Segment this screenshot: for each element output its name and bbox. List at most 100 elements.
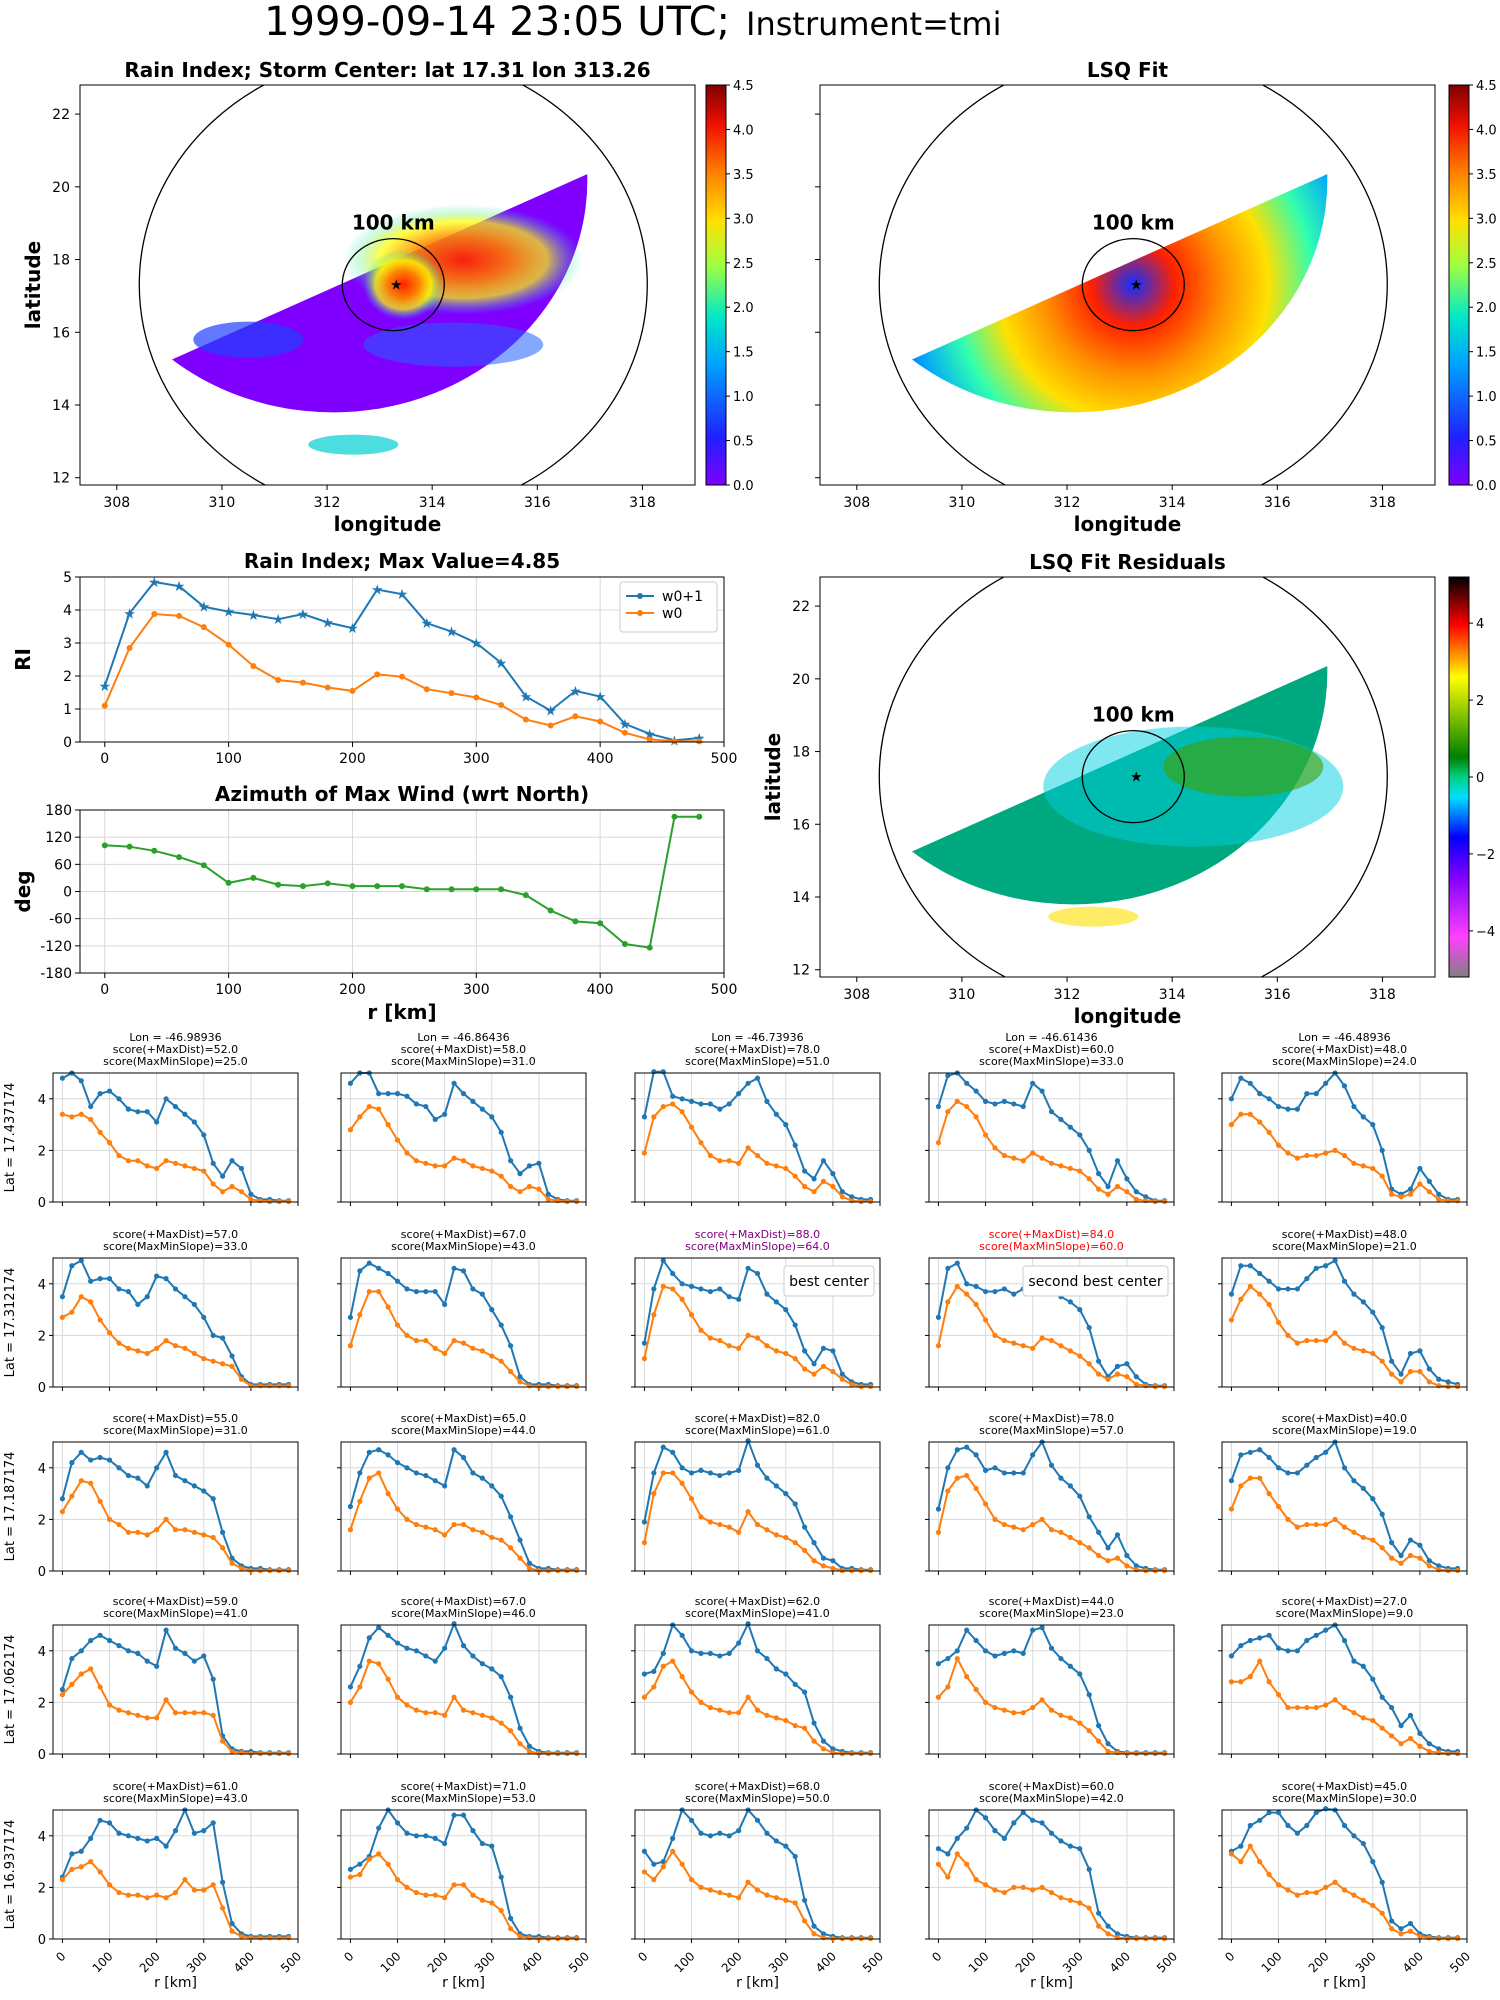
data-point — [59, 1294, 66, 1300]
data-point — [1257, 1447, 1263, 1453]
data-point — [116, 1096, 122, 1102]
data-point — [811, 1176, 817, 1182]
data-point — [764, 1098, 770, 1104]
score-maxminslope: score(MaxMinSlope)=43.0 — [103, 1792, 248, 1805]
data-point — [285, 1198, 292, 1205]
data-point — [489, 1114, 495, 1120]
data-point — [1407, 1552, 1414, 1559]
data-point — [135, 1529, 141, 1535]
data-point — [982, 1098, 989, 1104]
data-point — [357, 1268, 363, 1274]
data-point — [1238, 1843, 1244, 1849]
data-point — [1341, 1465, 1348, 1471]
x-tick-label: 316 — [1264, 987, 1291, 1003]
data-point — [754, 1707, 761, 1713]
data-point — [267, 1567, 273, 1574]
data-point — [717, 1889, 723, 1896]
data-point — [1238, 1296, 1244, 1302]
data-point — [1114, 1371, 1121, 1377]
data-point — [59, 1692, 66, 1698]
data-point — [935, 1140, 942, 1146]
data-point — [992, 1101, 998, 1107]
data-point — [489, 1483, 495, 1489]
score-maxdist: score(+MaxDist)=60.0 — [989, 1043, 1114, 1056]
data-point — [1313, 1521, 1319, 1528]
data-point — [954, 1648, 960, 1654]
data-point — [830, 1368, 836, 1375]
data-point — [1105, 1558, 1111, 1564]
data-point — [1086, 1692, 1092, 1698]
data-point — [717, 1653, 723, 1659]
data-point — [1077, 1493, 1083, 1499]
data-point — [1133, 1567, 1139, 1573]
data-point — [1124, 1750, 1130, 1757]
data-point — [670, 1658, 676, 1664]
data-point — [555, 1750, 561, 1757]
data-point — [698, 1884, 704, 1890]
data-point — [536, 1383, 542, 1390]
data-point — [564, 1567, 570, 1574]
score-maxdist: score(+MaxDist)=57.0 — [113, 1228, 238, 1241]
data-point — [479, 1840, 485, 1847]
data-point — [1077, 1168, 1083, 1174]
data-point — [736, 1345, 742, 1351]
data-point — [1105, 1376, 1111, 1382]
data-point — [1275, 1503, 1282, 1510]
data-point — [696, 738, 703, 745]
score-maxdist: score(+MaxDist)=78.0 — [989, 1412, 1114, 1425]
data-point — [1407, 1350, 1414, 1357]
data-point — [126, 644, 133, 651]
data-point — [792, 1723, 798, 1729]
data-point — [470, 1892, 476, 1898]
data-point — [1238, 1263, 1244, 1269]
y-tick-label: 2 — [38, 1513, 46, 1528]
data-point — [1096, 1910, 1102, 1916]
data-point — [1426, 1189, 1432, 1195]
data-point — [220, 1361, 226, 1367]
score-maxdist: score(+MaxDist)=27.0 — [1282, 1595, 1407, 1608]
colorbar: 0.0 0.5 1.0 1.5 2.0 2.5 3.0 3.5 4.0 4.5 — [1448, 79, 1497, 494]
data-point — [172, 1889, 179, 1896]
data-point — [413, 1889, 419, 1896]
data-point — [498, 886, 505, 893]
colorbar-tick: 0.0 — [1476, 479, 1497, 494]
data-point — [250, 663, 257, 670]
data-point — [1285, 1106, 1291, 1112]
data-point — [660, 1444, 666, 1450]
data-point — [489, 1666, 495, 1672]
data-point — [1077, 1132, 1083, 1138]
data-point — [1001, 1650, 1007, 1656]
data-point — [1096, 1923, 1102, 1929]
data-point — [811, 1923, 817, 1929]
data-point — [820, 1563, 827, 1569]
data-point — [717, 1337, 723, 1344]
x-tick-label: 500 — [278, 1949, 304, 1975]
data-point — [1124, 1189, 1130, 1195]
data-point — [1398, 1379, 1404, 1385]
data-point: ★ — [619, 717, 632, 733]
data-point — [698, 1830, 704, 1836]
data-point — [1379, 1147, 1385, 1153]
data-point — [125, 1892, 131, 1898]
data-point — [163, 1096, 169, 1102]
data-point — [498, 1537, 504, 1543]
data-point: ★ — [346, 621, 359, 637]
x-tick-label: 300 — [463, 751, 490, 767]
data-point — [1257, 1475, 1263, 1481]
data-point — [479, 1661, 485, 1667]
row-lat-label: Lat = 16.937174 — [3, 1820, 18, 1930]
data-point — [172, 1103, 179, 1110]
data-point — [783, 1307, 789, 1313]
colorbar-tick: 2.0 — [1476, 301, 1497, 316]
data-point — [1030, 1345, 1036, 1351]
data-point — [573, 1383, 580, 1390]
data-point — [792, 1900, 798, 1906]
data-point — [1039, 1697, 1045, 1703]
data-point — [811, 1189, 817, 1195]
data-point — [1030, 1452, 1036, 1458]
data-point — [1124, 1374, 1130, 1380]
data-point — [106, 1457, 113, 1463]
y-axis-label: RI — [11, 648, 35, 671]
data-point — [1152, 1750, 1158, 1757]
data-point — [442, 1483, 448, 1489]
